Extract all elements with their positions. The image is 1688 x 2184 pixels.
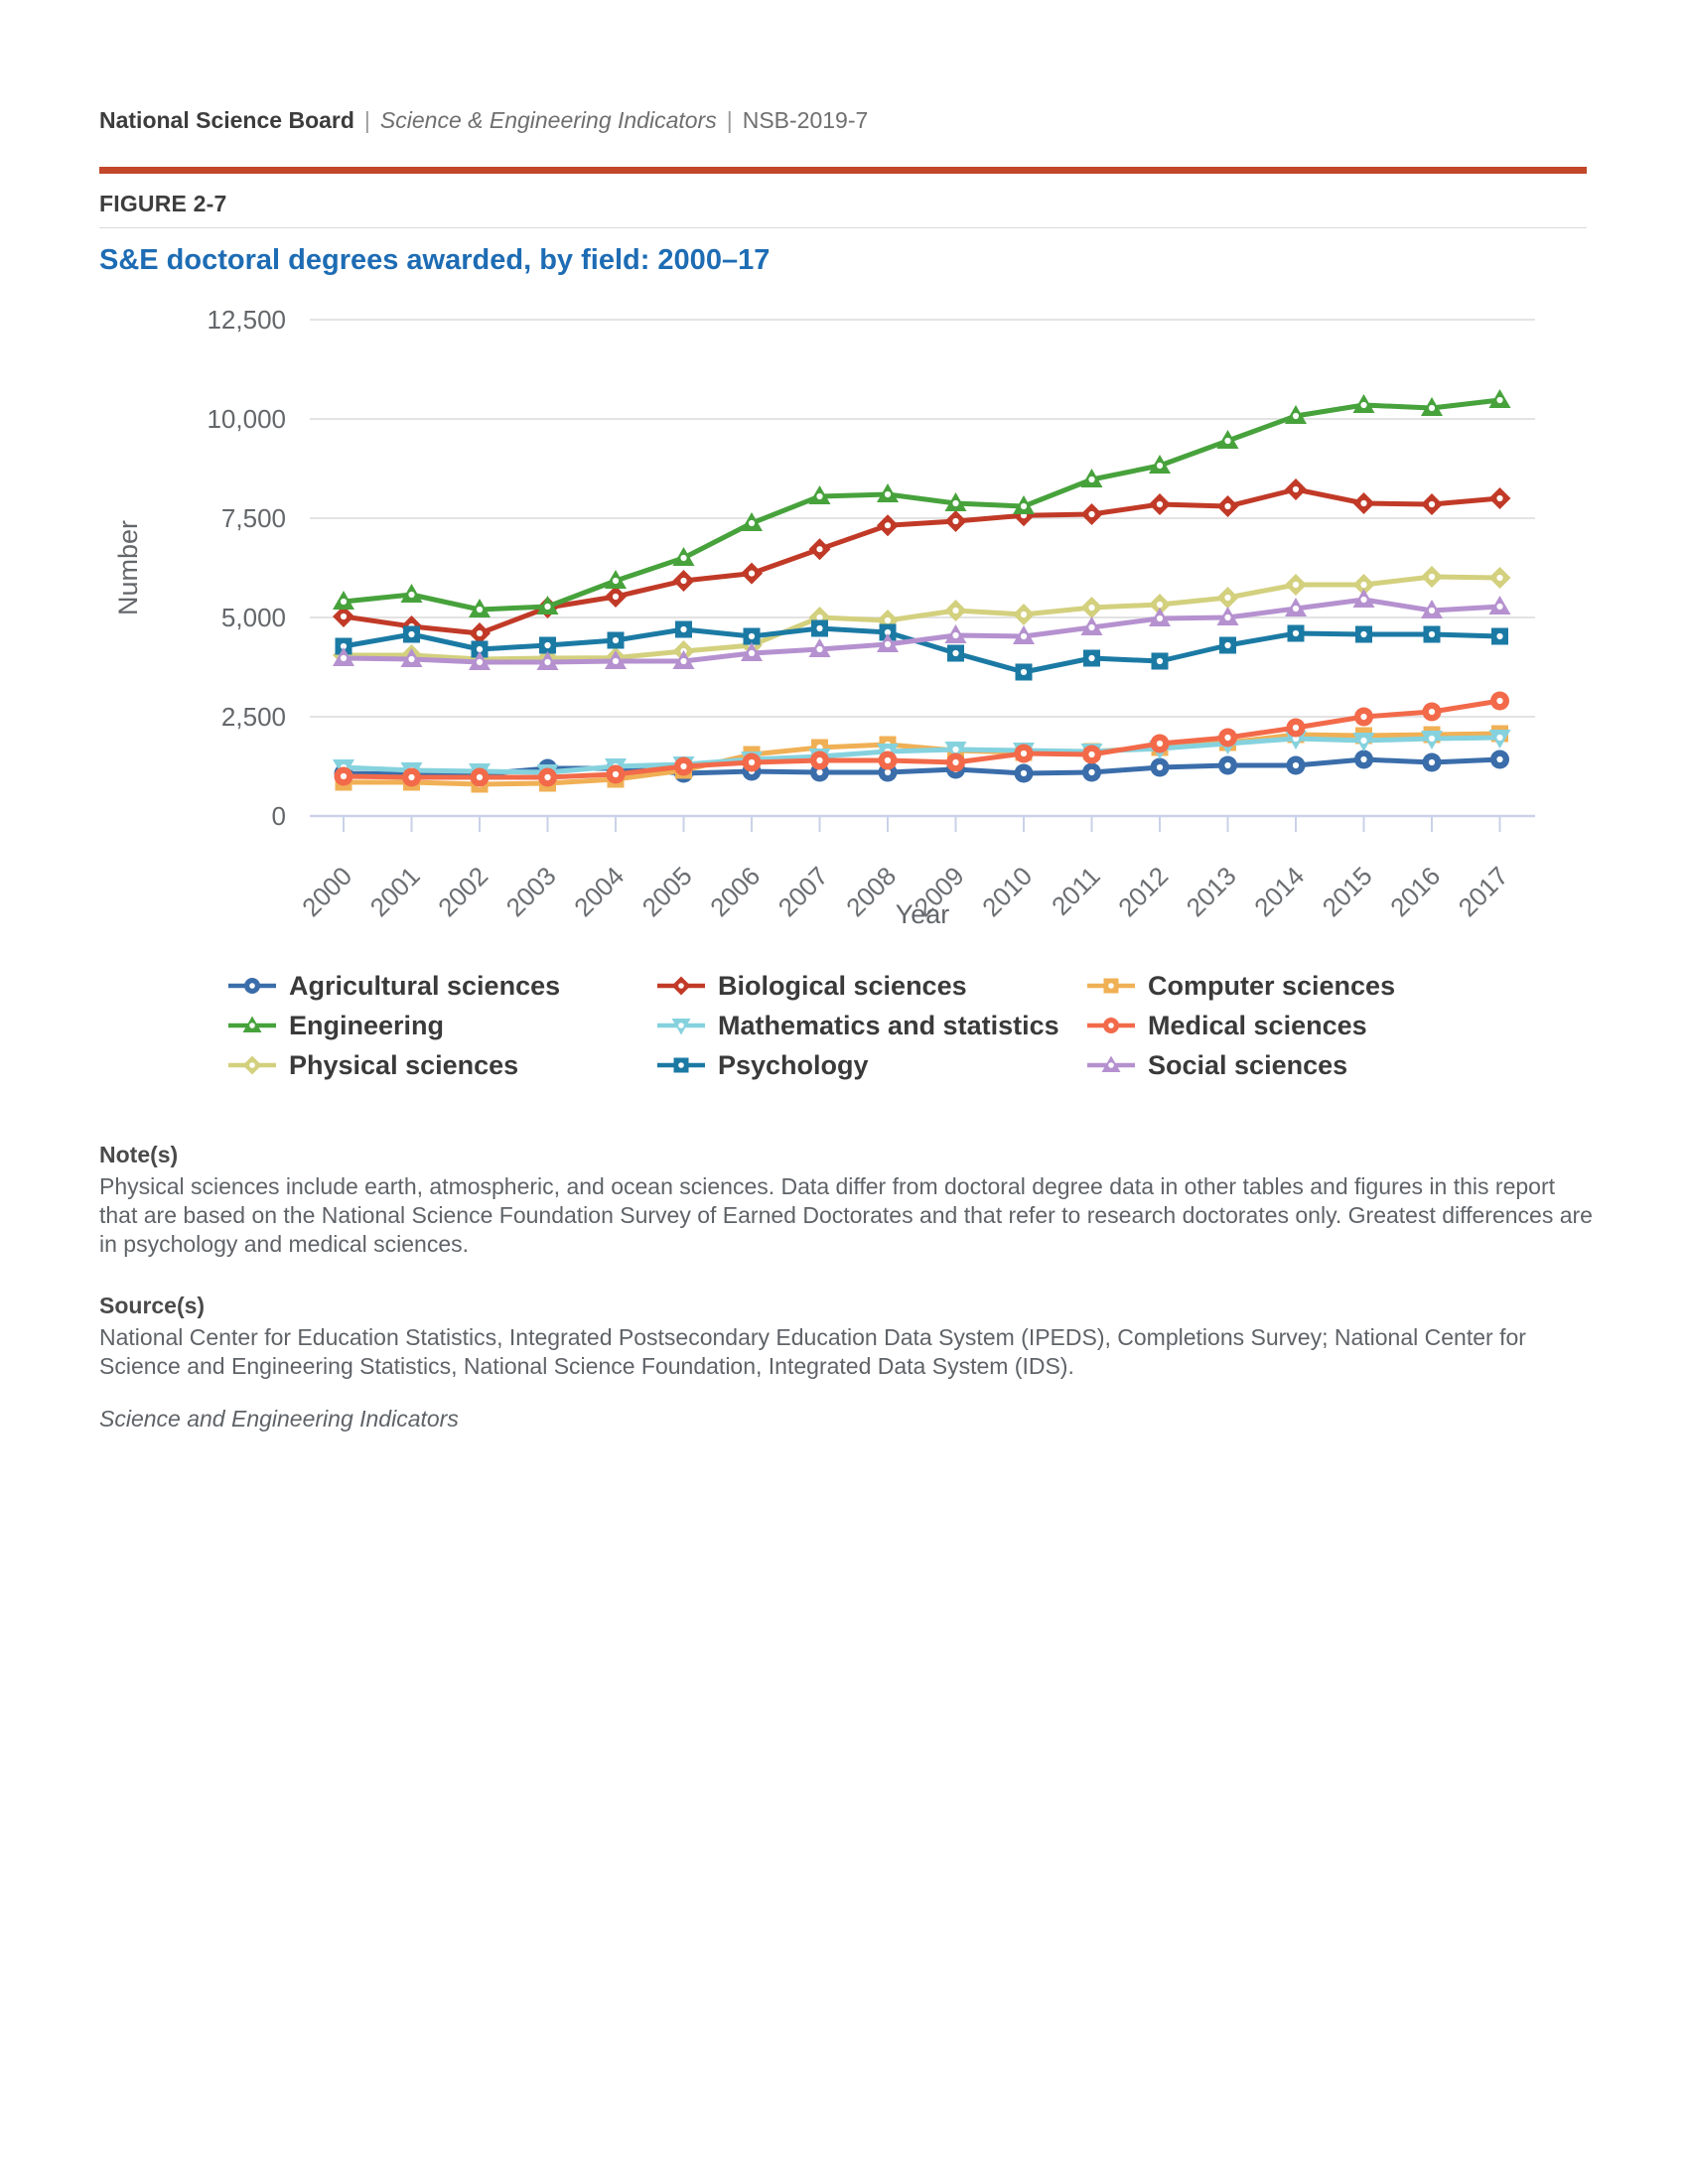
svg-text:2017: 2017: [1453, 861, 1514, 922]
x-axis-title: Year: [896, 899, 950, 929]
legend-label: Physical sciences: [289, 1049, 519, 1080]
svg-text:2006: 2006: [704, 861, 766, 922]
y-axis-title: Number: [113, 520, 143, 615]
svg-text:2013: 2013: [1181, 861, 1242, 922]
svg-text:2000: 2000: [296, 861, 357, 922]
svg-text:0: 0: [272, 801, 286, 831]
svg-text:2015: 2015: [1317, 861, 1378, 922]
legend-item-physical-sciences: Physical sciences: [226, 1050, 655, 1081]
svg-text:2001: 2001: [364, 861, 426, 922]
figure-label: FIGURE 2-7: [99, 191, 227, 216]
legend-label: Agricultural sciences: [289, 970, 561, 1001]
header-separator: |: [726, 107, 733, 133]
legend-label: Engineering: [289, 1010, 445, 1040]
legend-item-medical-sciences: Medical sciences: [1085, 1011, 1395, 1041]
header-separator: |: [363, 107, 370, 133]
legend-item-biological-sciences: Biological sciences: [655, 971, 1085, 1002]
gridlines: [310, 319, 1535, 718]
engineering-marker-icon: [228, 1016, 276, 1032]
svg-text:2014: 2014: [1248, 861, 1310, 922]
svg-text:2008: 2008: [840, 861, 902, 922]
agricultural-sciences-marker-icon: [228, 978, 276, 994]
figure-title: S&E doctoral degrees awarded, by field: …: [99, 244, 771, 276]
psychology-marker-icon: [657, 1057, 705, 1073]
publication-footer: Science and Engineering Indicators: [99, 1406, 459, 1432]
notes-section: Note(s) Physical sciences include earth,…: [99, 1142, 1594, 1259]
sources-section: Source(s) National Center for Education …: [99, 1293, 1594, 1381]
medical-sciences-marker-icon: [1087, 1018, 1135, 1033]
legend-label: Medical sciences: [1148, 1010, 1367, 1040]
series-medical-sciences: [334, 691, 1509, 787]
svg-text:7,500: 7,500: [221, 503, 286, 533]
divider-rule: [99, 227, 1587, 228]
chart-legend: Agricultural sciences Biological sciences…: [226, 966, 1395, 1085]
svg-text:2016: 2016: [1384, 861, 1446, 922]
series-engineering: [333, 389, 1511, 617]
physical-sciences-marker-icon: [228, 1055, 276, 1075]
svg-text:2011: 2011: [1046, 861, 1106, 921]
legend-label: Biological sciences: [718, 970, 967, 1001]
legend-label: Computer sciences: [1148, 970, 1396, 1001]
legend-item-mathematics-and-statistics: Mathematics and statistics: [655, 1011, 1085, 1041]
org-name: National Science Board: [99, 107, 354, 133]
svg-text:5,000: 5,000: [221, 603, 286, 632]
chart-area: 0 2,500 5,000 7,500 10,000 12,500 Number 2000 20…: [0, 288, 1688, 943]
publication-name: Science & Engineering Indicators: [379, 107, 717, 133]
social-sciences-marker-icon: [1087, 1055, 1135, 1072]
sources-heading: Source(s): [99, 1293, 206, 1318]
svg-text:2010: 2010: [976, 861, 1038, 922]
legend-label: Mathematics and statistics: [718, 1010, 1059, 1040]
legend-label: Social sciences: [1148, 1049, 1348, 1080]
legend-item-engineering: Engineering: [226, 1011, 655, 1041]
report-header: National Science Board | Science & Enginee…: [99, 107, 868, 134]
svg-text:2007: 2007: [773, 861, 834, 922]
svg-text:2003: 2003: [500, 861, 562, 922]
computer-sciences-marker-icon: [1087, 978, 1135, 994]
accent-rule: [99, 167, 1587, 174]
notes-heading: Note(s): [99, 1142, 179, 1167]
series-psychology: [335, 619, 1508, 681]
legend-item-social-sciences: Social sciences: [1085, 1050, 1395, 1081]
svg-text:2005: 2005: [636, 861, 698, 922]
sources-text: National Center for Education Statistics…: [99, 1324, 1526, 1379]
svg-text:2012: 2012: [1112, 861, 1174, 922]
legend-label: Psychology: [718, 1049, 869, 1080]
legend-item-computer-sciences: Computer sciences: [1085, 971, 1395, 1002]
series-biological-sciences: [333, 478, 1511, 644]
svg-text:2004: 2004: [568, 861, 630, 922]
mathematics-and-statistics-marker-icon: [657, 1019, 705, 1035]
svg-text:12,500: 12,500: [207, 305, 286, 335]
svg-text:2002: 2002: [432, 861, 493, 922]
report-id: NSB-2019-7: [742, 107, 869, 133]
series-social-sciences: [333, 589, 1511, 670]
y-axis-tick-labels: 0 2,500 5,000 7,500 10,000 12,500: [207, 305, 286, 831]
notes-text: Physical sciences include earth, atmosph…: [99, 1173, 1593, 1257]
svg-text:10,000: 10,000: [207, 404, 286, 434]
biological-sciences-marker-icon: [657, 976, 705, 996]
svg-text:2,500: 2,500: [221, 702, 286, 732]
legend-item-agricultural-sciences: Agricultural sciences: [226, 971, 655, 1002]
legend-item-psychology: Psychology: [655, 1050, 1085, 1081]
